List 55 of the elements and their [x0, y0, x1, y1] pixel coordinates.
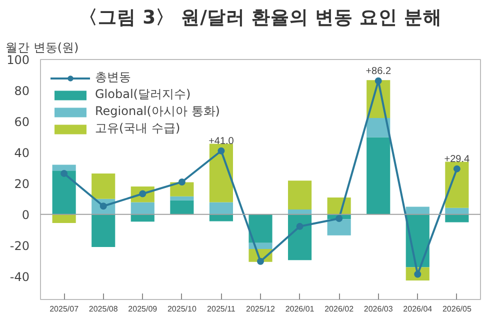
- x-tick-label: 2025/09: [128, 304, 158, 314]
- bar: [170, 200, 194, 214]
- y-tick-label: 100: [6, 53, 30, 67]
- point: [60, 170, 68, 177]
- point: [178, 178, 186, 186]
- bar: [209, 143, 233, 202]
- y-tick-label: 60: [14, 114, 30, 129]
- y-tick-label: -20: [10, 238, 30, 253]
- x-tick-label: 2025/08: [88, 304, 118, 314]
- bar: [130, 202, 154, 214]
- point: [218, 147, 225, 154]
- bar: [52, 170, 76, 214]
- bar: [248, 242, 272, 250]
- x-tick-label: 2026/02: [324, 304, 354, 314]
- point: [296, 222, 304, 230]
- point: [453, 165, 460, 172]
- bar: [209, 202, 233, 214]
- bar: [52, 164, 76, 171]
- point: [257, 258, 264, 265]
- point: [374, 77, 382, 84]
- y-axis-title: 월간 변동(원): [6, 40, 79, 54]
- x-tick-label: 2025/07: [50, 304, 80, 314]
- bar: [366, 137, 390, 214]
- x-tick-label: 2026/03: [364, 304, 394, 314]
- data-label: +41.0: [208, 136, 234, 147]
- y-tick-label: 20: [14, 176, 30, 191]
- bar: [288, 210, 312, 214]
- point: [336, 215, 343, 222]
- y-tick-label: 0: [22, 208, 30, 222]
- bar: [248, 214, 272, 243]
- bar: [209, 214, 233, 222]
- x-tick-label: 2025/12: [246, 304, 276, 314]
- y-tick-label: -40: [10, 270, 30, 284]
- x-tick-label: 2025/10: [167, 304, 197, 314]
- bar: [327, 219, 351, 236]
- bar: [170, 196, 194, 200]
- bar: [288, 180, 312, 210]
- legend-label: Global(달러지수): [95, 86, 191, 103]
- chart-title: 〈그림 3〉 원/달러 환율의 변동 요인 분해: [79, 8, 442, 28]
- y-tick-label: 40: [14, 146, 30, 160]
- x-tick-label: 2025/11: [207, 304, 236, 314]
- bar: [288, 214, 312, 260]
- bar: [406, 206, 430, 214]
- x-tick-label: 2026/05: [442, 304, 472, 314]
- data-label: +86.2: [366, 66, 392, 77]
- x-tick-label: 2026/01: [285, 304, 315, 314]
- legend-label: Regional(아시아 통화): [95, 103, 220, 120]
- bar: [445, 208, 469, 214]
- y-tick-label: 80: [14, 84, 30, 98]
- legend-label: 고유(국내 수급): [95, 120, 180, 137]
- bar: [92, 173, 116, 199]
- bar: [52, 214, 76, 224]
- x-tick-label: 2026/04: [403, 304, 433, 314]
- legend-label: 총변동: [95, 69, 131, 86]
- bar: [92, 214, 116, 248]
